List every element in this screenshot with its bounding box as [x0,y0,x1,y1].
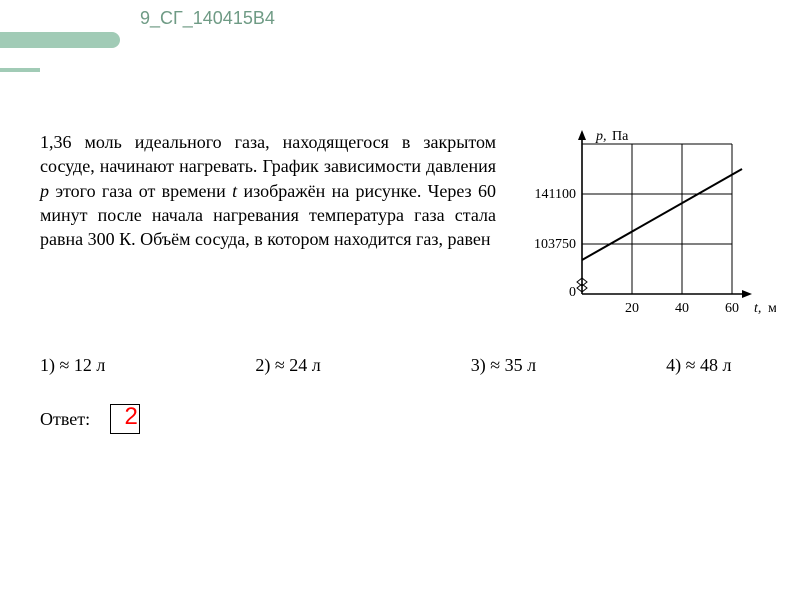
problem-text: 1,36 моль идеального газа, находящегося … [40,130,496,251]
answer-label: Ответ: [40,409,90,430]
svg-text:p,: p, [595,130,607,144]
answer-option: 2) ≈ 24 л [255,355,320,376]
svg-text:20: 20 [625,301,639,316]
svg-text:мин: мин [768,301,776,316]
content-area: 1,36 моль идеального газа, находящегося … [40,130,776,434]
answer-box: 2 [110,404,140,434]
answer-value: 2 [124,403,137,431]
svg-text:103750: 103750 [534,237,576,252]
svg-text:Па: Па [612,130,629,144]
option-text: ≈ 24 л [275,355,321,375]
option-number: 3) [471,355,491,375]
option-text: ≈ 48 л [686,355,732,375]
svg-text:141100: 141100 [535,187,576,202]
problem-part-1: 1,36 моль идеального газа, находящегося … [40,132,496,176]
svg-text:0: 0 [569,285,576,300]
option-number: 4) [666,355,686,375]
option-text: ≈ 35 л [490,355,536,375]
answer-row: Ответ: 2 [40,404,776,434]
answer-option: 1) ≈ 12 л [40,355,105,376]
option-text: ≈ 12 л [60,355,106,375]
option-number: 1) [40,355,60,375]
answer-option: 4) ≈ 48 л [666,355,731,376]
chart-svg: 141100 103750 0 20 40 60 p, Па t, мин [516,130,776,330]
problem-part-2: этого газа от времени [49,181,232,201]
svg-text:60: 60 [725,301,739,316]
pressure-time-chart: 141100 103750 0 20 40 60 p, Па t, мин [516,130,776,335]
header-accent-bar [0,32,120,48]
answer-option: 3) ≈ 35 л [471,355,536,376]
svg-text:t,: t, [754,301,761,316]
document-id: 9_СГ_140415В4 [140,8,275,29]
variable-p: p [40,181,49,201]
svg-text:40: 40 [675,301,689,316]
answer-options: 1) ≈ 12 л 2) ≈ 24 л 3) ≈ 35 л 4) ≈ 48 л [40,355,776,376]
option-number: 2) [255,355,275,375]
